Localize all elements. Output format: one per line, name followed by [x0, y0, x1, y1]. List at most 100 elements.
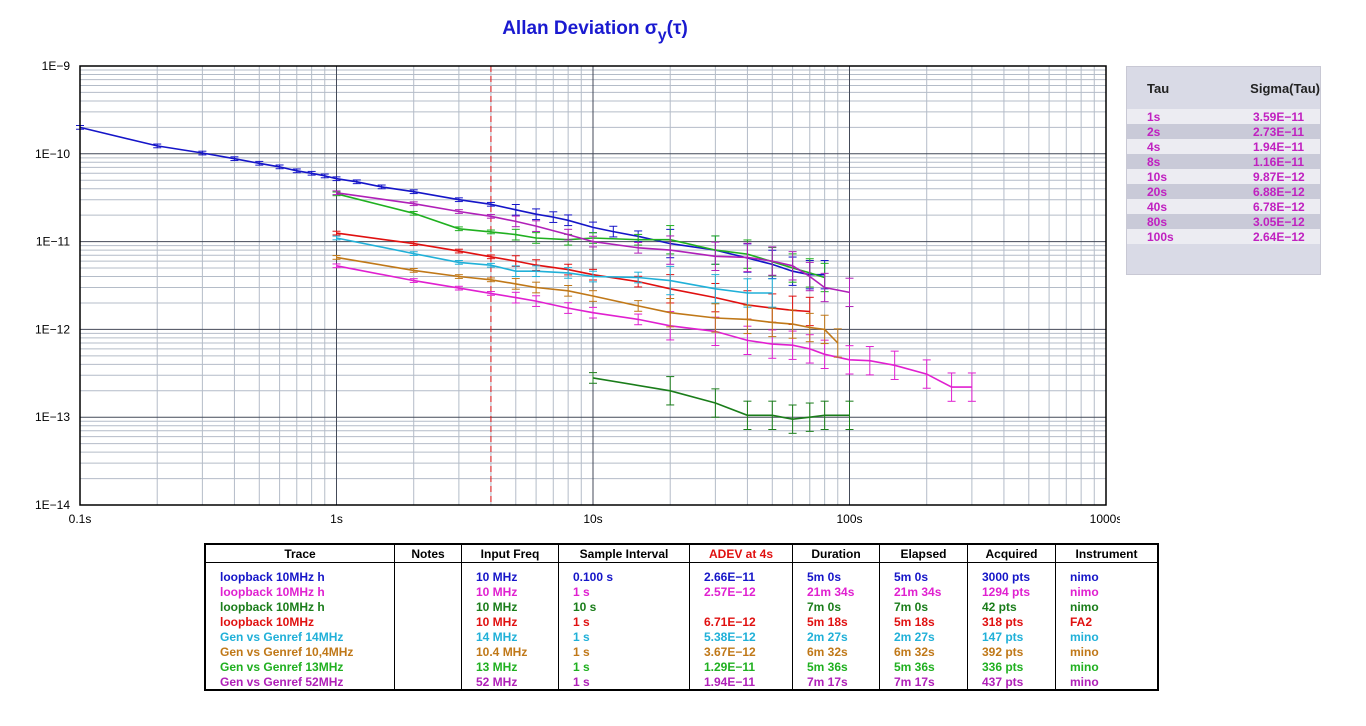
col-acquired[interactable]: Acquired	[967, 543, 1056, 563]
tau-sigma-row: 8s 1.16E−11	[1127, 154, 1320, 169]
col-notes[interactable]: Notes	[394, 543, 462, 563]
trace-row[interactable]: Gen vs Genref 10,4MHz 10.4 MHz 1 s 3.67E−12…	[204, 644, 1159, 659]
tau-sigma-row: 1s 3.59E−11	[1127, 109, 1320, 124]
cell-duration: 2m 27s	[792, 629, 880, 644]
chart-title-tail: (τ)	[666, 18, 688, 39]
sigma-value: 9.87E−12	[1253, 169, 1305, 184]
cell-acquired: 437 pts	[967, 674, 1056, 690]
trace-row[interactable]: loopback 10MHz 10 MHz 1 s 6.71E−12 5m 18s 5m …	[204, 614, 1159, 629]
cell-trace: loopback 10MHz h	[204, 599, 395, 614]
cell-duration: 5m 36s	[792, 659, 880, 674]
tau-sigma-row: 4s 1.94E−11	[1127, 139, 1320, 154]
cell-elapsed: 5m 36s	[879, 659, 968, 674]
trace-row[interactable]: loopback 10MHz h 10 MHz 0.100 s 2.66E−11 5m …	[204, 562, 1159, 584]
trace-row[interactable]: Gen vs Genref 13MHz 13 MHz 1 s 1.29E−11 5m 3…	[204, 659, 1159, 674]
tau-value: 1s	[1147, 109, 1161, 124]
sigma-value: 3.59E−11	[1253, 109, 1305, 124]
sigma-value: 6.88E−12	[1253, 184, 1305, 199]
cell-elapsed: 6m 32s	[879, 644, 968, 659]
col-adev[interactable]: ADEV at 4s	[689, 543, 793, 563]
cell-freq: 13 MHz	[461, 659, 559, 674]
tau-sigma-row: 2s 2.73E−11	[1127, 124, 1320, 139]
cell-instrument: nimo	[1055, 562, 1159, 584]
sigma-value: 3.05E−12	[1253, 214, 1305, 229]
cell-interval: 1 s	[558, 629, 690, 644]
cell-acquired: 336 pts	[967, 659, 1056, 674]
plot-frame	[79, 65, 1107, 506]
series-line-6	[336, 193, 825, 279]
y-tick-label: 1E−12	[35, 322, 70, 336]
tau-sigma-row: 80s 3.05E−12	[1127, 214, 1320, 229]
x-tick-label: 0.1s	[69, 512, 92, 526]
cell-acquired: 147 pts	[967, 629, 1056, 644]
col-sample-interval[interactable]: Sample Interval	[558, 543, 690, 563]
tau-value: 40s	[1147, 199, 1168, 214]
sigma-value: 2.73E−11	[1253, 124, 1305, 139]
col-duration[interactable]: Duration	[792, 543, 880, 563]
cell-notes	[394, 584, 462, 599]
cell-elapsed: 7m 0s	[879, 599, 968, 614]
cell-duration: 6m 32s	[792, 644, 880, 659]
cell-notes	[394, 562, 462, 584]
cell-adev: 2.66E−11	[689, 562, 793, 584]
cell-duration: 5m 18s	[792, 614, 880, 629]
cell-acquired: 392 pts	[967, 644, 1056, 659]
trace-row[interactable]: loopback 10MHz h 10 MHz 10 s 7m 0s 7m 0s 42 p…	[204, 599, 1159, 614]
cell-freq: 52 MHz	[461, 674, 559, 690]
trace-table: Trace Notes Input Freq Sample Interval A…	[204, 543, 1159, 691]
cell-trace: Gen vs Genref 10,4MHz	[204, 644, 395, 659]
trace-row[interactable]: loopback 10MHz h 10 MHz 1 s 2.57E−12 21m 34s…	[204, 584, 1159, 599]
sigma-value: 2.64E−12	[1253, 229, 1305, 244]
trace-row[interactable]: Gen vs Genref 14MHz 14 MHz 1 s 5.38E−12 2m 2…	[204, 629, 1159, 644]
cell-trace: loopback 10MHz	[204, 614, 395, 629]
y-tick-label: 1E−10	[35, 147, 70, 161]
tau-value: 80s	[1147, 214, 1168, 229]
tau-value: 8s	[1147, 154, 1161, 169]
cell-adev: 2.57E−12	[689, 584, 793, 599]
sigma-value: 1.94E−11	[1253, 139, 1305, 154]
col-trace[interactable]: Trace	[204, 543, 395, 563]
x-tick-label: 1000s	[1090, 512, 1120, 526]
cell-instrument: mino	[1055, 644, 1159, 659]
col-input-freq[interactable]: Input Freq	[461, 543, 559, 563]
cell-interval: 1 s	[558, 584, 690, 599]
chart-title-main: Allan Deviation σ	[502, 18, 658, 39]
col-instrument[interactable]: Instrument	[1055, 543, 1159, 563]
x-tick-label: 100s	[836, 512, 862, 526]
cell-adev: 1.29E−11	[689, 659, 793, 674]
cell-freq: 10 MHz	[461, 599, 559, 614]
cell-interval: 1 s	[558, 659, 690, 674]
cell-trace: Gen vs Genref 14MHz	[204, 629, 395, 644]
y-tick-label: 1E−14	[35, 498, 70, 512]
cell-instrument: nimo	[1055, 599, 1159, 614]
cell-freq: 10.4 MHz	[461, 644, 559, 659]
trace-row[interactable]: Gen vs Genref 52MHz 52 MHz 1 s 1.94E−11 7m 1…	[204, 674, 1159, 690]
cell-notes	[394, 674, 462, 690]
cell-trace: Gen vs Genref 13MHz	[204, 659, 395, 674]
cell-elapsed: 7m 17s	[879, 674, 968, 690]
cell-adev: 3.67E−12	[689, 644, 793, 659]
cell-instrument: mino	[1055, 629, 1159, 644]
cell-instrument: mino	[1055, 659, 1159, 674]
cell-notes	[394, 644, 462, 659]
cell-adev	[689, 599, 793, 614]
sigma-value: 1.16E−11	[1253, 154, 1305, 169]
cell-duration: 5m 0s	[792, 562, 880, 584]
cell-elapsed: 5m 0s	[879, 562, 968, 584]
cell-interval: 10 s	[558, 599, 690, 614]
cell-interval: 1 s	[558, 644, 690, 659]
tau-sigma-header: Tau Sigma(Tau)	[1127, 67, 1320, 109]
cell-elapsed: 21m 34s	[879, 584, 968, 599]
cell-freq: 10 MHz	[461, 562, 559, 584]
cell-instrument: nimo	[1055, 584, 1159, 599]
cell-instrument: FA2	[1055, 614, 1159, 629]
chart-title-subscript: y	[657, 27, 667, 44]
allan-deviation-plot[interactable]: 1E−9 1E−10 1E−11 1E−12 1E−13 1E−140.1s 1s 10s 10…	[0, 0, 1120, 535]
cell-notes	[394, 659, 462, 674]
sigma-value: 6.78E−12	[1253, 199, 1305, 214]
cell-notes	[394, 599, 462, 614]
col-elapsed[interactable]: Elapsed	[879, 543, 968, 563]
x-tick-label: 1s	[330, 512, 343, 526]
tau-sigma-row: 20s 6.88E−12	[1127, 184, 1320, 199]
tau-value: 2s	[1147, 124, 1161, 139]
